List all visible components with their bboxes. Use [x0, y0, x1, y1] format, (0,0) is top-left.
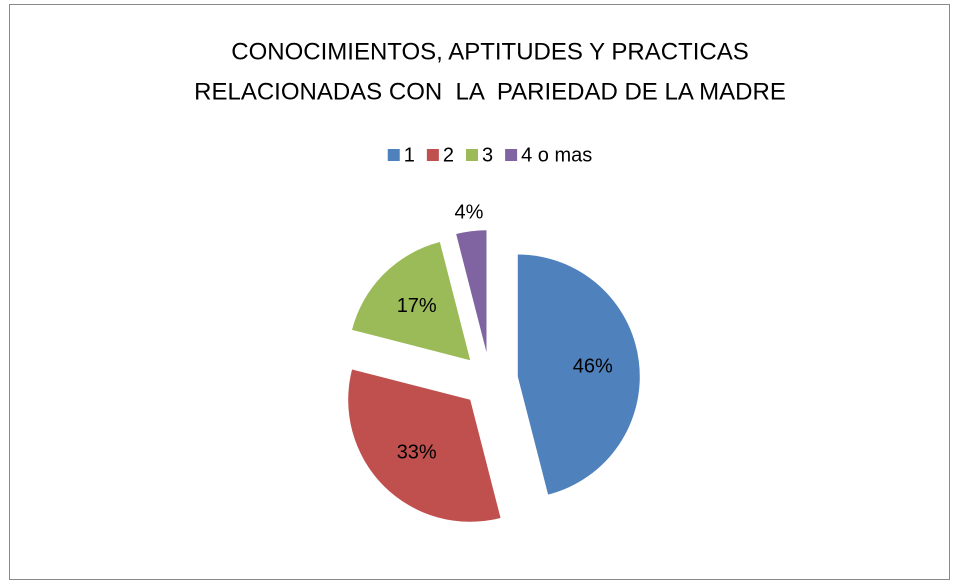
- pie-slice: [348, 369, 501, 522]
- legend-label: 2: [443, 144, 454, 166]
- chart-title: CONOCIMIENTOS, APTITUDES Y PRACTICAS: [231, 38, 748, 65]
- data-label: 46%: [573, 355, 613, 377]
- pie-slice: [517, 254, 640, 495]
- chart-title: RELACIONADAS CON LA PARIEDAD DE LA MADRE: [194, 78, 786, 105]
- legend-swatch: [465, 149, 478, 161]
- legend-label: 3: [482, 144, 493, 166]
- pie-slice: [456, 230, 487, 353]
- legend-swatch: [505, 149, 518, 161]
- pie-slice: [352, 242, 471, 361]
- legend-swatch: [426, 149, 439, 161]
- legend-swatch: [387, 149, 400, 161]
- legend-label: 4 o mas: [521, 144, 592, 166]
- data-label: 33%: [397, 442, 437, 464]
- legend-label: 1: [404, 144, 415, 166]
- data-label: 17%: [397, 295, 437, 317]
- data-label: 4%: [454, 202, 483, 224]
